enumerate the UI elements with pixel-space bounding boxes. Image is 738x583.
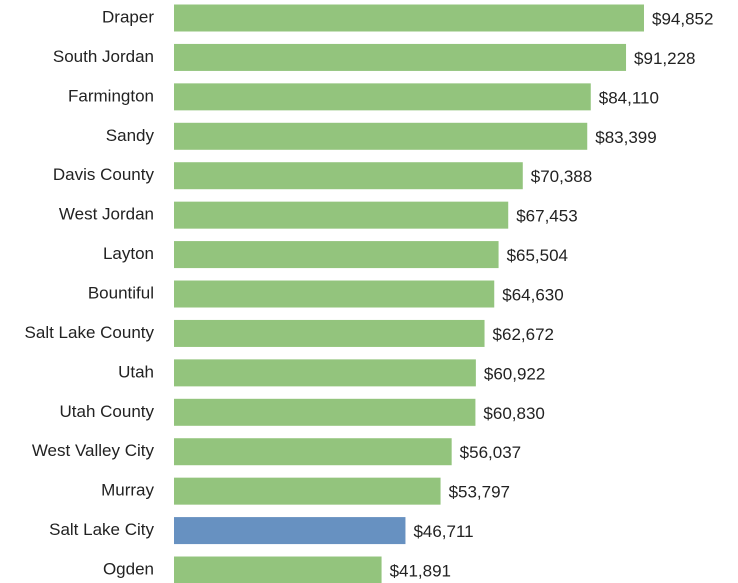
- bar: [174, 280, 495, 308]
- bar: [174, 162, 523, 190]
- value-label: $62,672: [493, 325, 554, 344]
- category-label: Layton: [103, 244, 154, 263]
- value-label: $70,388: [531, 167, 592, 186]
- value-label: $65,504: [507, 246, 568, 265]
- category-label: West Jordan: [59, 205, 154, 224]
- category-label: Utah County: [60, 402, 155, 421]
- category-label: West Valley City: [32, 441, 155, 460]
- bar: [174, 122, 588, 150]
- value-label: $91,228: [634, 49, 695, 68]
- category-label: Sandy: [106, 126, 155, 145]
- value-label: $53,797: [449, 483, 510, 502]
- category-label: Salt Lake City: [49, 520, 154, 539]
- category-label: Ogden: [103, 560, 154, 579]
- category-label: Utah: [118, 362, 154, 381]
- value-label: $84,110: [599, 88, 659, 107]
- value-label: $83,399: [595, 128, 656, 147]
- value-label: $67,453: [516, 207, 577, 226]
- value-label: $64,630: [502, 285, 563, 304]
- value-label: $60,922: [484, 364, 545, 383]
- category-label: Farmington: [68, 86, 154, 105]
- bar: [174, 83, 591, 111]
- bar: [174, 201, 509, 229]
- bar: [174, 43, 627, 71]
- value-label: $94,852: [652, 9, 713, 28]
- category-label: Murray: [101, 481, 154, 500]
- bar: [174, 359, 476, 387]
- category-label: Salt Lake County: [25, 323, 155, 342]
- bar: [174, 398, 476, 426]
- category-label: Davis County: [53, 165, 155, 184]
- value-label: $46,711: [413, 522, 473, 541]
- value-label: $56,037: [460, 443, 521, 462]
- bar: [174, 438, 452, 466]
- value-label: $41,891: [390, 562, 451, 581]
- bar: [174, 319, 485, 347]
- bar: [174, 4, 644, 32]
- bar: [174, 241, 499, 269]
- bar: [174, 477, 441, 505]
- bar: [174, 517, 406, 545]
- bar: [174, 556, 382, 583]
- category-label: Draper: [102, 7, 154, 26]
- value-label: $60,830: [483, 404, 544, 423]
- category-label: Bountiful: [88, 283, 154, 302]
- category-label: South Jordan: [53, 47, 154, 66]
